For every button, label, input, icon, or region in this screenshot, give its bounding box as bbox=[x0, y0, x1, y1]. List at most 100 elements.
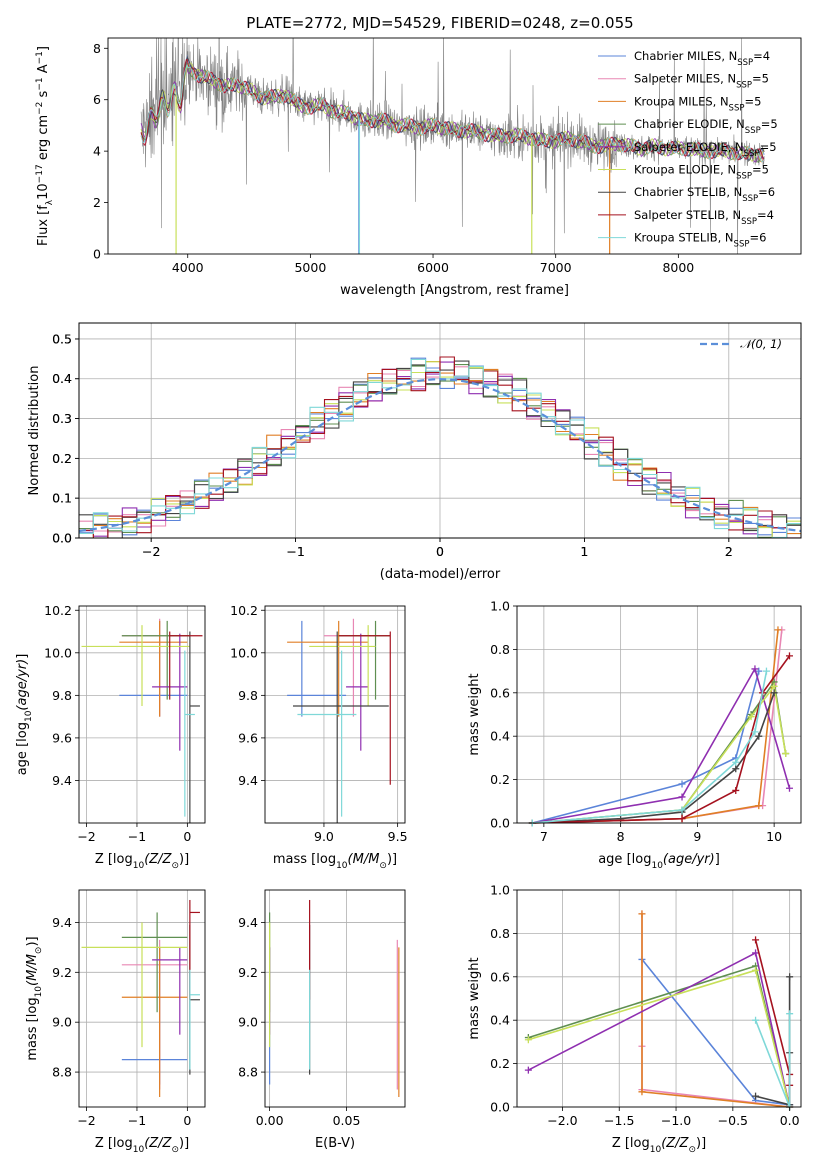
mass_weight_vs_Z-point-marker bbox=[752, 1016, 760, 1024]
mass_weight_vs_age-point-marker bbox=[747, 713, 755, 721]
age_vs_Z-ytick-label: 9.6 bbox=[52, 730, 72, 745]
mass_vs_ebv-frame bbox=[264, 889, 406, 1108]
mass_vs_Z-ylabel-part: (M/M bbox=[25, 954, 40, 986]
mass_vs_Z-ytick-label: 8.8 bbox=[52, 1065, 72, 1080]
residuals-ytick-label: 0.3 bbox=[52, 411, 72, 426]
mass_weight_vs_age-xlabel-part: (age/yr) bbox=[663, 852, 715, 867]
residuals-xtick-label: 2 bbox=[725, 544, 733, 559]
age_vs_mass-ytick-label: 10.0 bbox=[230, 645, 258, 660]
spectrum-frame bbox=[107, 37, 802, 255]
mass_weight_vs_age-ytick-label: 0.4 bbox=[490, 729, 510, 744]
residuals-ytick-label: 0.3 bbox=[52, 411, 72, 426]
legend-label: Chabrier MILES, NSSP=4 bbox=[634, 49, 770, 68]
legend-label-sub: SSP bbox=[737, 58, 753, 68]
mass_weight_vs_age-point-marker bbox=[770, 689, 778, 697]
mass_weight_vs_age-point-marker bbox=[755, 732, 763, 740]
residuals-ytick-label: 0.0 bbox=[52, 531, 72, 546]
age_vs_mass-xlabel-part: 10 bbox=[336, 861, 348, 871]
mass_vs_Z-xtick-label: −2 bbox=[77, 1113, 95, 1128]
mass_weight_vs_age-point-marker bbox=[785, 652, 793, 660]
mass_weight_vs_Z-xtick-label: −2.0 bbox=[547, 1113, 577, 1128]
mass_weight_vs_Z-xlabel-part: (Z/Z bbox=[661, 1136, 689, 1151]
mass_weight_vs_Z-ytick-label: 0.0 bbox=[490, 1100, 510, 1115]
mass_weight_vs_Z-ytick-label: 1.0 bbox=[490, 883, 510, 898]
legend-label-sub: SSP bbox=[736, 172, 752, 182]
age_vs_mass-ytick-label: 9.8 bbox=[238, 688, 258, 703]
mass_weight_vs_Z-ytick-label: 0.8 bbox=[490, 926, 510, 941]
age_vs_Z-xtick-label: −1 bbox=[128, 829, 146, 844]
spectrum-ylabel-part: ] bbox=[36, 46, 51, 51]
residuals-ytick-label: 0.5 bbox=[52, 331, 72, 346]
spectrum-ytick-label: 6 bbox=[93, 92, 101, 107]
mass_weight_vs_age-xlabel-part: 10 bbox=[651, 861, 663, 871]
mass_vs_Z-ytick-label: 9.4 bbox=[52, 915, 72, 930]
axes-layer bbox=[75, 37, 802, 1111]
residuals-ylabel: Normed distribution bbox=[27, 366, 42, 496]
spectrum-ylabel-part: A bbox=[36, 64, 51, 77]
mass_weight_vs_age-ytick-label: 1.0 bbox=[490, 599, 510, 614]
mass_weight_vs_age-point-marker bbox=[774, 626, 782, 634]
mass_weight_vs_age-series-line bbox=[532, 666, 791, 824]
mass_weight_vs_Z-xlabel: Z [log10(Z/Z⊙)] bbox=[612, 1136, 706, 1155]
spectrum-ylabel: Flux [fλ10−17 erg cm−2 s−1 A−1] bbox=[35, 46, 55, 246]
mass_weight_vs_age-point-marker bbox=[678, 815, 686, 823]
spectrum-xtick-label: 4000 bbox=[172, 260, 204, 275]
mass_vs_Z-ylabel-part: mass [log bbox=[25, 997, 40, 1060]
age_vs_Z-ylabel: age [log10(age/yr)] bbox=[15, 654, 34, 776]
legend-label: Chabrier ELODIE, NSSP=5 bbox=[634, 117, 778, 136]
mass_vs_ebv-xtick-label: 0.05 bbox=[333, 1113, 361, 1128]
legend-label-tail: =5 bbox=[752, 72, 769, 86]
mass_vs_Z-xlabel-part: Z [log bbox=[95, 1136, 133, 1151]
age_vs_Z-xtick-label: −2 bbox=[77, 829, 95, 844]
legend-label-tail: =5 bbox=[761, 117, 778, 131]
legend-label-name: Kroupa ELODIE, N bbox=[634, 163, 736, 177]
legend-label: Salpeter STELIB, NSSP=4 bbox=[634, 208, 774, 227]
mass_weight_vs_age-xlabel-part: age [log bbox=[598, 852, 651, 867]
mass_weight_vs_age-point-marker bbox=[751, 665, 759, 673]
spectrum-ylabel-part: erg cm bbox=[36, 115, 51, 164]
residuals-xtick-label: 1 bbox=[580, 544, 588, 559]
mass_weight_vs_Z-series-line bbox=[641, 913, 790, 1108]
mass_weight_vs_age-ytick-label: 0.6 bbox=[490, 685, 510, 700]
legend-label-tail: =4 bbox=[757, 208, 774, 222]
mass_weight_vs_age-series-line bbox=[532, 684, 787, 824]
residuals-xtick-label: 2 bbox=[725, 544, 733, 559]
mass_weight_vs_Z-series-line bbox=[528, 951, 791, 1108]
mass_weight_vs_age-xtick-label: 7 bbox=[540, 829, 548, 844]
spectrum-ylabel-part: −17 bbox=[35, 164, 45, 183]
mass_weight_vs_Z-xlabel-part: ⊙ bbox=[688, 1145, 696, 1155]
mass_weight_vs_Z-xlabel-part: 10 bbox=[650, 1145, 662, 1155]
spectrum-xlabel: wavelength [Angstrom, rest frame] bbox=[340, 283, 569, 298]
mass_vs_Z-xlabel-part: )] bbox=[179, 1136, 189, 1151]
residuals-xtick-label: −1 bbox=[286, 544, 304, 559]
age_vs_mass-xlabel-part: )] bbox=[387, 852, 397, 867]
mass_weight_vs_Z-point-marker bbox=[786, 1010, 794, 1018]
legend-label-tail: =5 bbox=[760, 140, 777, 154]
mass_weight_vs_Z-ylabel: mass weight bbox=[467, 957, 482, 1039]
mass_vs_ebv-ytick-label: 9.2 bbox=[238, 965, 258, 980]
residuals-xtick-label: −1 bbox=[286, 544, 304, 559]
age_vs_Z-ylabel-part: ] bbox=[15, 654, 30, 659]
legend-label-sub: SSP bbox=[744, 149, 760, 159]
mass_weight_vs_age-ytick-label: 0.2 bbox=[490, 772, 510, 787]
mass_weight_vs_age-point-marker bbox=[762, 667, 770, 675]
residuals-normal-curve bbox=[79, 378, 801, 533]
mass_weight_vs_age-point-marker bbox=[755, 667, 763, 675]
spectrum-ytick-label: 2 bbox=[93, 195, 101, 210]
spectrum-ytick-label: 8 bbox=[93, 41, 101, 56]
mass_weight_vs_age-point-marker bbox=[782, 750, 790, 758]
age_vs_mass-xtick-label: 9.5 bbox=[388, 829, 408, 844]
mass_weight_vs_Z-point-marker bbox=[524, 1066, 532, 1074]
mass_weight_vs_Z-ytick-label: 0.6 bbox=[490, 969, 510, 984]
spectrum-xtick-label: 8000 bbox=[662, 260, 694, 275]
mass_weight_vs_Z-point-marker bbox=[752, 936, 760, 944]
residuals-ytick-label: 0.4 bbox=[52, 371, 72, 386]
spectrum-ylabel-part: s bbox=[36, 90, 51, 101]
residuals-ytick-label: 0.1 bbox=[52, 491, 72, 506]
mass_weight_vs_age-xtick-label: 9 bbox=[693, 829, 701, 844]
mass_weight_vs_Z-series-line bbox=[528, 964, 791, 1108]
legend-label-tail: =5 bbox=[752, 163, 769, 177]
mass_vs_Z-xlabel-part: ⊙ bbox=[171, 1145, 179, 1155]
mass_weight_vs_Z-point-marker bbox=[752, 966, 760, 974]
residuals-xtick-label: −2 bbox=[142, 544, 160, 559]
